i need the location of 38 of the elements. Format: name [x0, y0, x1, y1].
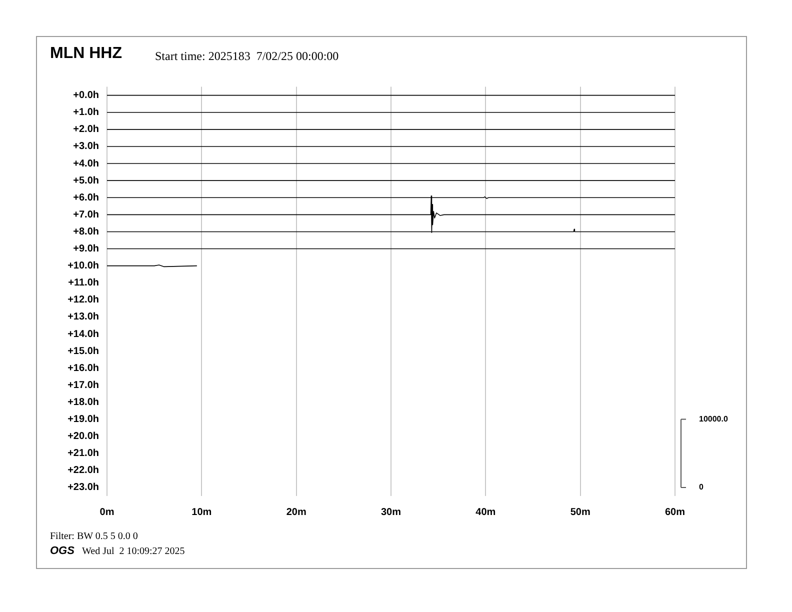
- y-tick-label: +10.0h: [68, 260, 99, 272]
- y-tick-label: +6.0h: [73, 192, 99, 204]
- y-tick-label: +7.0h: [73, 209, 99, 220]
- x-tick-label: 0m: [100, 506, 114, 518]
- y-tick-label: +4.0h: [73, 158, 99, 170]
- y-tick-label: +17.0h: [68, 380, 99, 391]
- y-tick-label: +8.0h: [73, 226, 99, 238]
- y-tick-label: +13.0h: [68, 312, 99, 323]
- text: Filter: BW 0.5 5 0.0 0: [50, 531, 138, 542]
- y-tick-label: +2.0h: [73, 124, 99, 136]
- x-tick-label: 50m: [570, 506, 590, 518]
- y-tick-label: +1.0h: [73, 107, 99, 118]
- y-tick-label: +15.0h: [68, 346, 99, 357]
- x-tick-label: 10m: [192, 506, 212, 518]
- y-tick-label: +9.0h: [73, 244, 99, 255]
- y-tick-label: +19.0h: [68, 414, 99, 426]
- x-tick-label: 60m: [664, 506, 686, 518]
- x-tick-label: 20m: [286, 506, 306, 518]
- y-tick-label: +20.0h: [68, 431, 99, 442]
- y-tick-label: +23.0h: [68, 482, 99, 494]
- y-tick-label: +11.0h: [68, 278, 99, 289]
- y-tick-label: +14.0h: [68, 328, 99, 340]
- y-tick-label: +22.0h: [68, 465, 99, 476]
- y-tick-label: +16.0h: [68, 362, 99, 374]
- y-tick-label: +21.0h: [68, 448, 99, 460]
- x-tick-label: 30m: [380, 506, 402, 518]
- y-tick-label: +18.0h: [68, 396, 99, 408]
- x-tick-label: 40m: [476, 506, 496, 518]
- y2-tick-label: 10000.0: [699, 414, 728, 424]
- y-tick-label: +3.0h: [73, 141, 99, 152]
- y-tick-label: +0.0h: [73, 90, 99, 102]
- y-tick-label: +5.0h: [73, 175, 99, 186]
- text: Wed Jul 2 10:09:27 2025: [82, 546, 185, 557]
- chart-subtitle: Start time: 2025183 7/02/25 00:00:00: [155, 49, 339, 64]
- y2-tick-label: 0: [699, 482, 704, 492]
- text: OGS: [50, 545, 74, 557]
- chart-title: MLN HHZ: [50, 45, 122, 63]
- y-tick-label: +12.0h: [68, 294, 99, 306]
